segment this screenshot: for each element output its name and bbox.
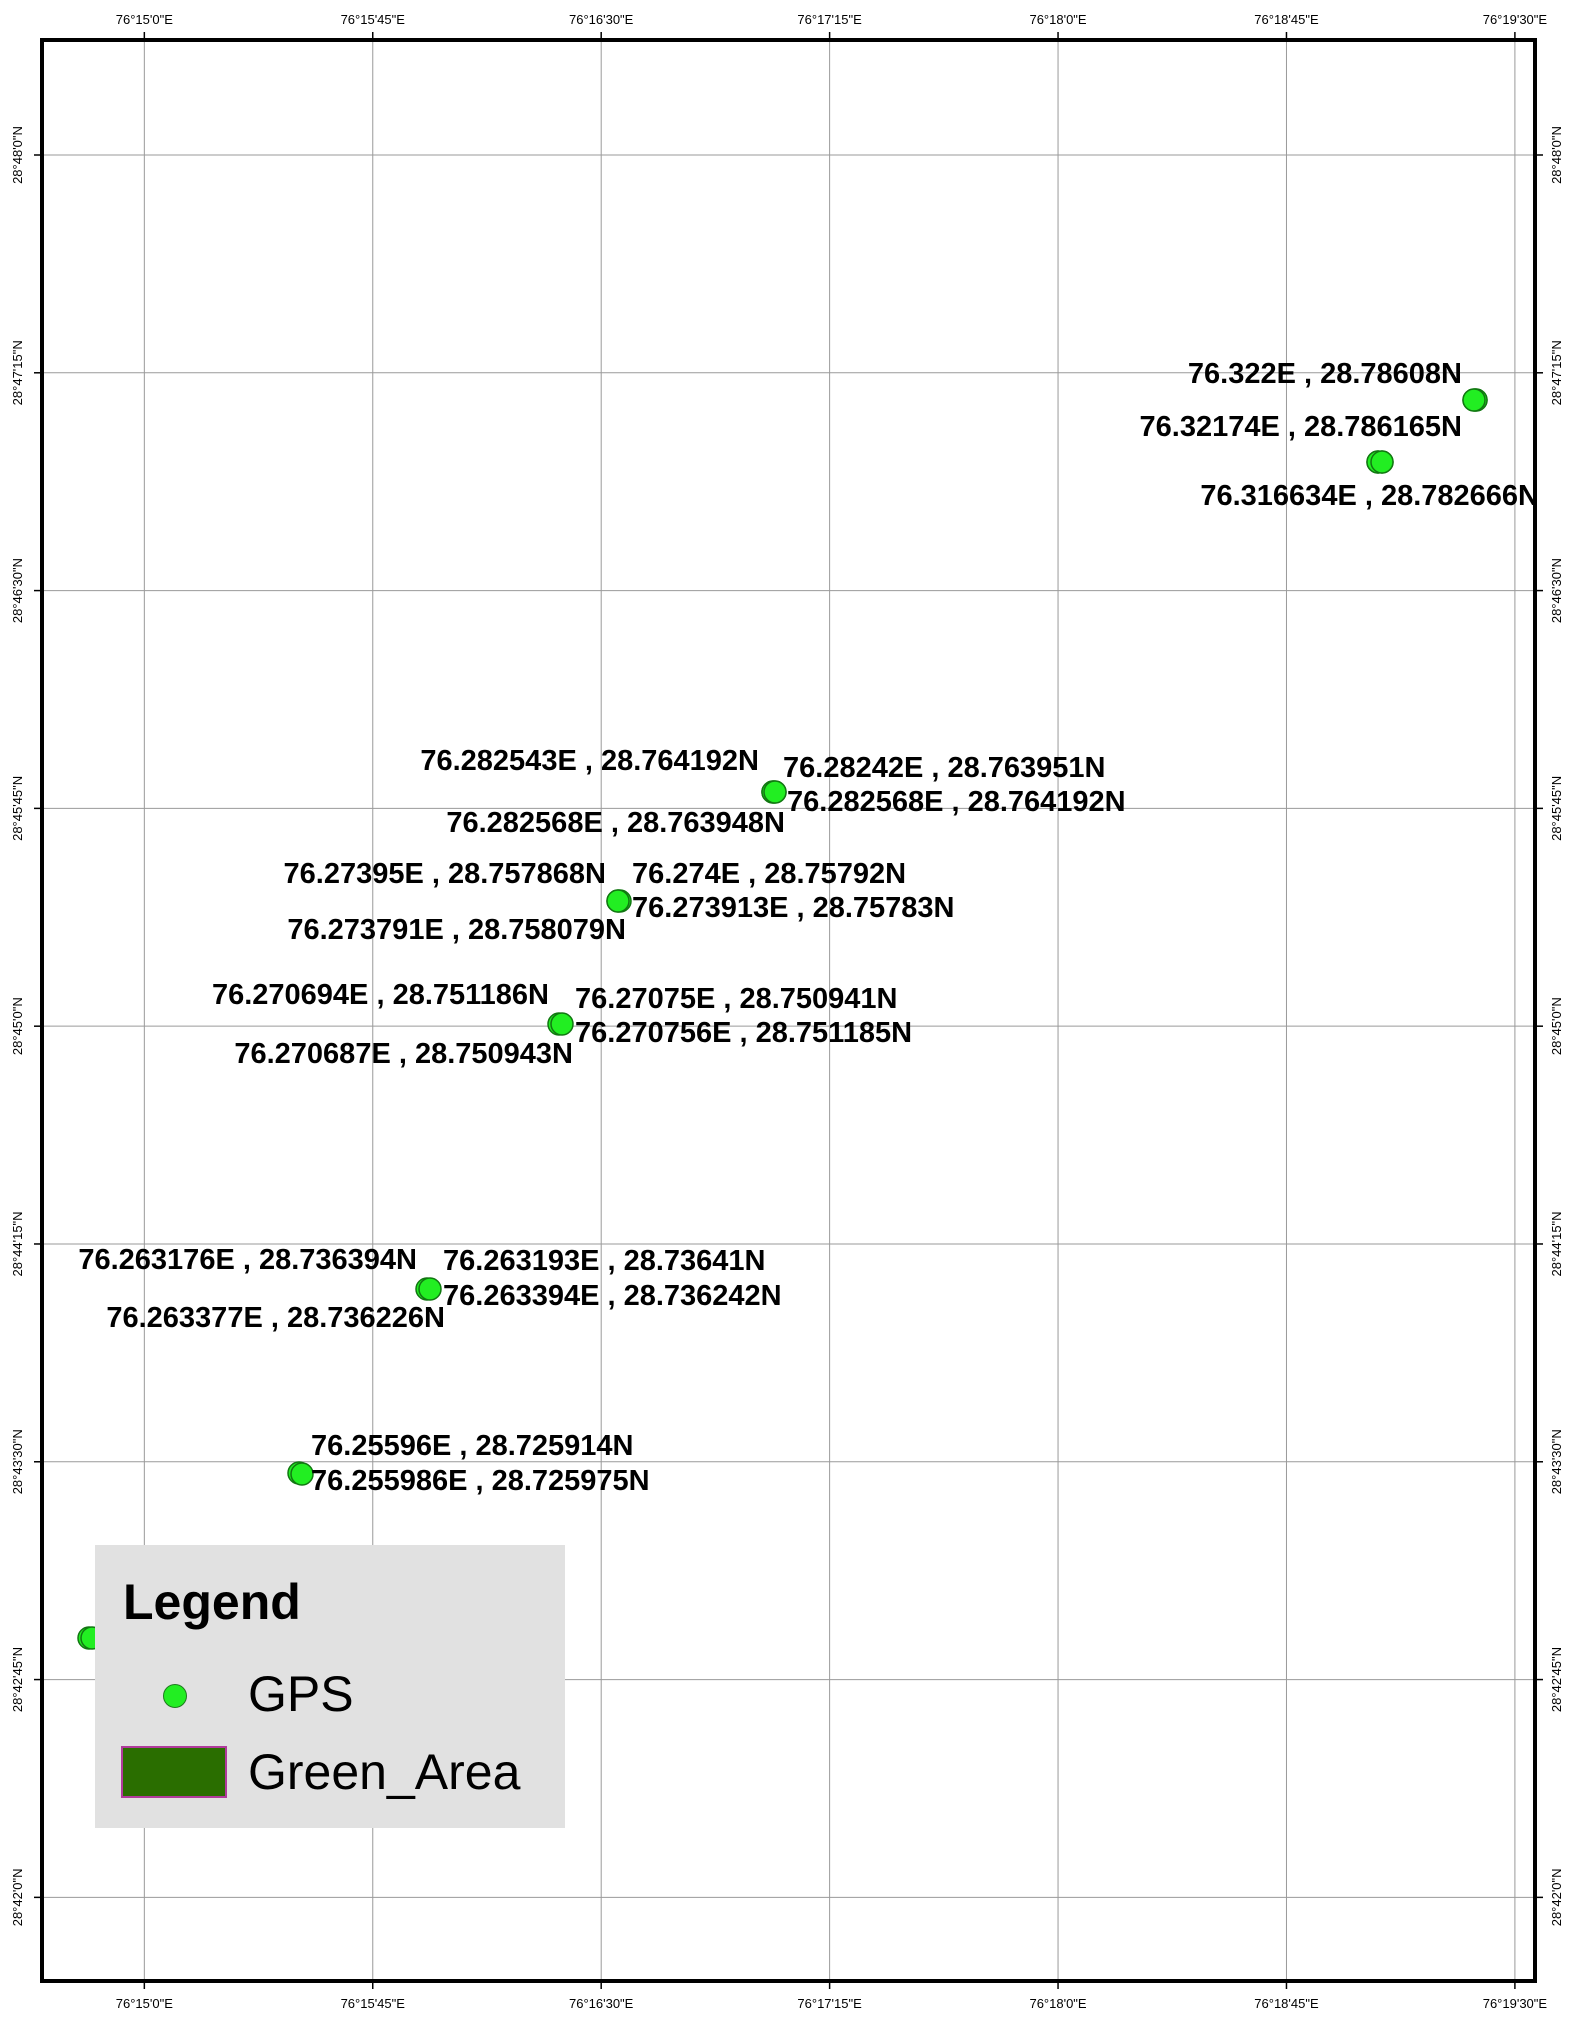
gps-point-label: 76.27075E , 28.750941N [575, 983, 898, 1015]
gps-point-marker [550, 1012, 574, 1036]
legend-title: Legend [123, 1574, 301, 1630]
lon-tick-label-bottom: 76°17'15"E [797, 1996, 862, 2011]
lon-tick-label-bottom: 76°18'0"E [1029, 1996, 1086, 2011]
gps-point-label: 76.32174E , 28.786165N [1140, 411, 1463, 443]
legend-box: Legend GPS Green_Area [95, 1545, 565, 1828]
lon-tick-label-bottom: 76°16'30"E [569, 1996, 634, 2011]
lat-tick-label-left: 28°46'30"N [10, 558, 25, 623]
gps-point-label: 76.25596E , 28.725914N [311, 1430, 634, 1462]
graticule-grid [34, 32, 1543, 1989]
lat-tick-label-left: 28°43'30"N [10, 1429, 25, 1494]
lon-tick-label-top: 76°15'45"E [341, 12, 406, 27]
lat-tick-label-left: 28°48'0"N [10, 126, 25, 184]
lon-tick-label-bottom: 76°15'45"E [341, 1996, 406, 2011]
lat-tick-label-right: 28°43'30"N [1549, 1429, 1564, 1494]
gps-point-marker [606, 889, 630, 913]
legend-item-green-area-label: Green_Area [248, 1744, 521, 1800]
lat-tick-label-right: 28°45'45"N [1549, 776, 1564, 841]
gps-point-label: 76.273913E , 28.75783N [632, 892, 955, 924]
gps-point-label: 76.270694E , 28.751186N [212, 979, 549, 1011]
gps-point-marker [763, 780, 787, 804]
lon-tick-label-bottom: 76°15'0"E [116, 1996, 173, 2011]
gps-point-marker [418, 1277, 442, 1301]
gps-point-symbol [163, 1684, 187, 1708]
gps-point-label: 76.263176E , 28.736394N [78, 1244, 417, 1276]
lon-tick-label-top: 76°18'0"E [1029, 12, 1086, 27]
gps-point-marker [290, 1462, 314, 1486]
lon-tick-label-top: 76°19'30"E [1483, 12, 1548, 27]
lon-tick-label-top: 76°17'15"E [797, 12, 862, 27]
graticule-tick-labels: 76°15'0"E 76°15'0"E 76°15'45"E 76°15'45"E 76… [10, 12, 1564, 2011]
gps-point-label: 76.282568E , 28.764192N [787, 786, 1126, 818]
gps-point-label: 76.28242E , 28.763951N [783, 752, 1106, 784]
lat-tick-label-left: 28°45'0"N [10, 997, 25, 1055]
gps-point-label: 76.263394E , 28.736242N [443, 1280, 782, 1312]
lat-tick-label-right: 28°48'0"N [1549, 126, 1564, 184]
gps-point-label: 76.263193E , 28.73641N [443, 1245, 766, 1277]
lat-tick-label-right: 28°42'45"N [1549, 1647, 1564, 1712]
legend-item-gps: GPS [95, 1665, 565, 1725]
gps-point-label: 76.282568E , 28.763948N [446, 807, 785, 839]
lon-tick-label-top: 76°16'30"E [569, 12, 634, 27]
lat-tick-label-right: 28°47'15"N [1549, 340, 1564, 405]
lat-tick-label-left: 28°44'15"N [10, 1211, 25, 1276]
lon-tick-label-top: 76°15'0"E [116, 12, 173, 27]
gps-point-marker [1462, 388, 1486, 412]
lat-tick-label-left: 28°42'0"N [10, 1868, 25, 1926]
green-area-swatch [121, 1746, 227, 1798]
gps-point-label: 76.274E , 28.75792N [632, 858, 906, 890]
lon-tick-label-bottom: 76°18'45"E [1254, 1996, 1319, 2011]
lat-tick-label-right: 28°42'0"N [1549, 1868, 1564, 1926]
lat-tick-label-left: 28°42'45"N [10, 1647, 25, 1712]
lat-tick-label-left: 28°45'45"N [10, 776, 25, 841]
gps-point-marker [1370, 450, 1394, 474]
legend-item-green-area: Green_Area [95, 1743, 565, 1803]
lat-tick-label-right: 28°46'30"N [1549, 558, 1564, 623]
gps-point-label: 76.270687E , 28.750943N [234, 1038, 573, 1070]
gps-point-label: 76.27395E , 28.757868N [284, 858, 607, 890]
lon-tick-label-top: 76°18'45"E [1254, 12, 1319, 27]
gps-point-label: 76.282543E , 28.764192N [420, 745, 759, 777]
gps-point-label: 76.273791E , 28.758079N [287, 914, 626, 946]
lat-tick-label-right: 28°44'15"N [1549, 1211, 1564, 1276]
gps-point-label: 76.316634E , 28.782666N [1200, 480, 1539, 512]
gps-point-labels: 76.322E , 28.78608N 76.32174E , 28.786165… [78, 358, 1539, 1497]
lat-tick-label-left: 28°47'15"N [10, 340, 25, 405]
lat-tick-label-right: 28°45'0"N [1549, 997, 1564, 1055]
gps-point-label: 76.322E , 28.78608N [1188, 358, 1462, 390]
legend-item-gps-label: GPS [248, 1666, 354, 1722]
lon-tick-label-bottom: 76°19'30"E [1483, 1996, 1548, 2011]
map-border [40, 38, 1537, 1983]
gps-point-label: 76.255986E , 28.725975N [311, 1465, 650, 1497]
gps-point-label: 76.270756E , 28.751185N [575, 1017, 912, 1049]
gps-point-label: 76.263377E , 28.736226N [106, 1302, 445, 1334]
